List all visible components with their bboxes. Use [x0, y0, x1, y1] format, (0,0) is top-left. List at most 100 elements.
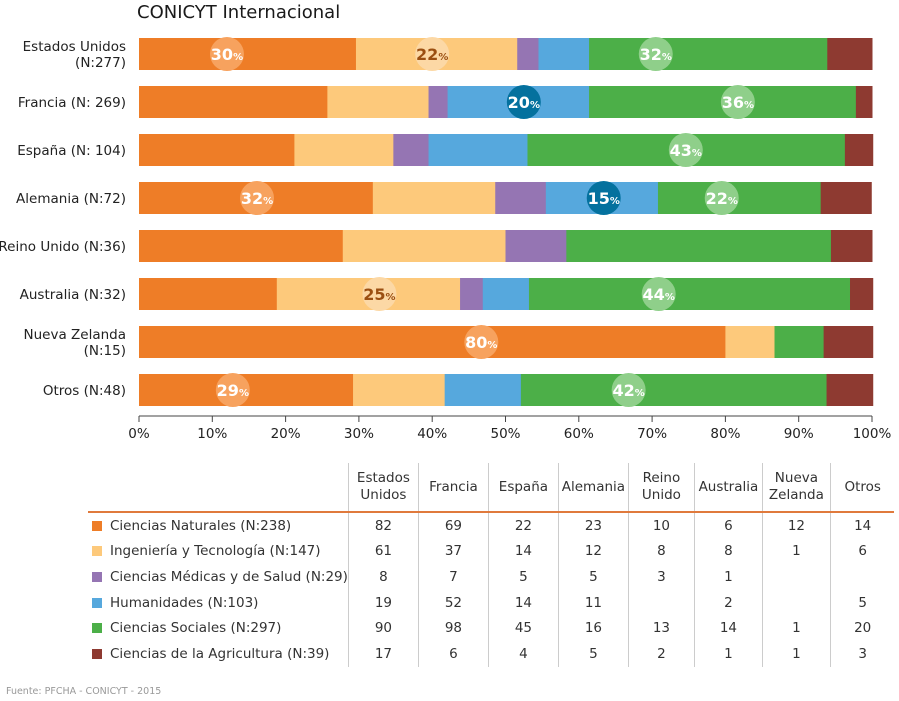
percent-bubble — [638, 37, 673, 71]
table-cell: 4 — [487, 640, 559, 667]
x-tick-label: 60% — [564, 426, 594, 442]
bar-segment — [823, 326, 874, 358]
percent-bubble-label: 32% — [640, 45, 672, 64]
legend-swatch — [92, 571, 102, 582]
table-column-header: Nueva Zelanda — [761, 463, 831, 512]
bar-segment — [495, 182, 547, 214]
table-cell: 14 — [693, 615, 763, 641]
table-cell: 69 — [417, 512, 489, 539]
x-tick-label: 80% — [710, 426, 740, 442]
bar-segment — [139, 230, 344, 262]
table-row: Humanidades (N:103) 19 52 14 11 2 5 — [88, 589, 895, 616]
category-label: Estados Unidos (N:277) — [23, 39, 126, 71]
source-note: Fuente: PFCHA - CONICYT - 2015 — [6, 686, 162, 697]
bar-segment — [505, 230, 567, 262]
table-row: Ingeniería y Tecnología (N:147) 61 37 14 12 8… — [88, 538, 895, 565]
table-column-header: España — [487, 463, 559, 512]
bar-segment — [139, 278, 278, 310]
table-cell: 1 — [693, 564, 763, 590]
table-column-header: Francia — [417, 463, 489, 512]
percent-bubble — [704, 181, 739, 215]
table-cell: 6 — [693, 512, 763, 539]
bar-segment — [657, 182, 822, 214]
table-cell: 5 — [487, 564, 559, 590]
x-tick-label: 30% — [344, 426, 374, 442]
percent-bubble — [240, 181, 275, 215]
table-cell: 11 — [557, 589, 629, 616]
table-cell: 16 — [557, 615, 629, 641]
bar-segment — [844, 134, 874, 166]
bar-segment — [538, 38, 590, 70]
table-cell: 3 — [829, 640, 895, 667]
percent-bubble — [209, 37, 244, 71]
bar-segment — [528, 278, 851, 310]
bar-segment — [428, 86, 449, 118]
table-cell — [829, 564, 895, 590]
percent-bubble — [611, 373, 646, 407]
x-tick-label: 70% — [637, 426, 667, 442]
percent-bubble — [506, 85, 541, 119]
table-cell: 45 — [487, 615, 559, 641]
percent-bubble-label: 22% — [416, 45, 448, 64]
table-cell: 8 — [693, 538, 763, 565]
bar-segment — [725, 326, 776, 358]
bar-segment — [826, 374, 874, 406]
percent-bubble-label: 29% — [217, 381, 249, 400]
table-cell: 8 — [627, 538, 695, 565]
legend-swatch — [92, 648, 102, 659]
percent-bubble-label: 43% — [670, 141, 702, 160]
bar-segment — [139, 326, 726, 358]
table-cell: 20 — [829, 615, 895, 641]
legend-swatch — [92, 546, 102, 557]
table-cell: 37 — [417, 538, 489, 565]
table-cell: 14 — [829, 512, 895, 539]
table-row: Ciencias Médicas y de Salud (N:29) 8 7 5 5 3 1 — [88, 564, 895, 590]
category-label: Reino Unido (N:36) — [0, 239, 126, 255]
table-cell: 98 — [417, 615, 489, 641]
percent-bubble — [415, 37, 450, 71]
bar-segment — [372, 182, 496, 214]
bar-segment — [827, 38, 873, 70]
table-column-header: Estados Unidos — [347, 463, 419, 512]
table-cell: 8 — [347, 564, 419, 590]
table-cell: 17 — [347, 640, 419, 667]
table-cell: 14 — [487, 589, 559, 616]
table-cell: 12 — [557, 538, 629, 565]
bar-segment — [139, 86, 328, 118]
bar-segment — [139, 38, 357, 70]
table-cell: 2 — [627, 640, 695, 667]
table-cell: 23 — [557, 512, 629, 539]
chart-title: CONICYT Internacional — [137, 2, 341, 23]
table-row-label: Ciencias Naturales (N:238) — [88, 512, 348, 539]
x-tick-label: 100% — [853, 426, 892, 442]
bar-segment — [428, 134, 528, 166]
table-cell: 22 — [487, 512, 559, 539]
percent-bubble — [720, 85, 755, 119]
table-cell: 90 — [347, 615, 419, 641]
x-tick-label: 90% — [784, 426, 814, 442]
bar-segment — [850, 278, 874, 310]
table-cell: 82 — [347, 512, 419, 539]
bar-segment — [342, 230, 506, 262]
table-cell: 1 — [761, 538, 831, 565]
table-cell: 7 — [417, 564, 489, 590]
table-cell: 52 — [417, 589, 489, 616]
percent-bubble — [668, 133, 703, 167]
category-label: Australia (N:32) — [20, 287, 126, 303]
legend-swatch — [92, 597, 102, 608]
table-row-label: Ingeniería y Tecnología (N:147) — [88, 539, 348, 565]
table-cell: 1 — [761, 615, 831, 641]
table-row: Ciencias Naturales (N:238) 82 69 22 23 10 6 12 1… — [88, 512, 895, 539]
category-label: Nueva Zelanda (N:15) — [24, 327, 127, 359]
percent-bubble-label: 32% — [241, 189, 273, 208]
category-label: Alemania (N:72) — [16, 191, 126, 207]
table-column-header: Alemania — [557, 463, 629, 512]
percent-bubble-label: 20% — [508, 93, 540, 112]
bar-segment — [855, 86, 873, 118]
bar-segment — [520, 374, 828, 406]
bar-segment — [353, 374, 446, 406]
table-cell: 1 — [761, 640, 831, 667]
table-cell — [627, 589, 695, 616]
bar-segment — [294, 134, 394, 166]
bar-segment — [444, 374, 522, 406]
